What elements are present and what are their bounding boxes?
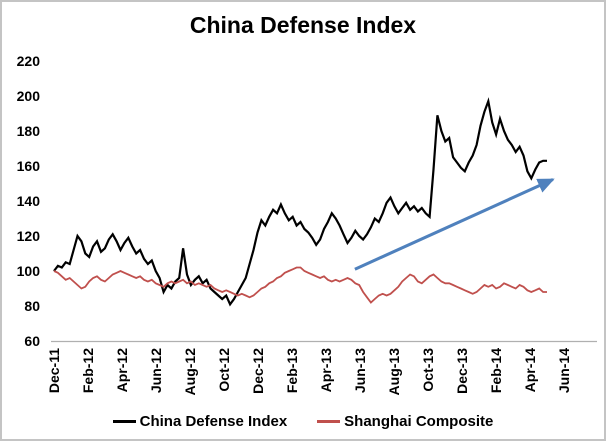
y-tick-label: 180 [17,123,41,139]
x-tick-label: Jun-13 [352,348,368,393]
x-tick-label: Dec-13 [454,348,470,394]
y-tick-label: 140 [17,193,41,209]
series-line-china-defense-index [53,97,547,307]
y-tick-label: 100 [17,263,41,279]
x-tick-label: Feb-12 [80,348,96,393]
x-tick-label: Feb-13 [284,348,300,393]
x-tick-label: Apr-12 [114,348,130,393]
y-tick-label: 200 [17,88,41,104]
legend-label-shanghai-composite: Shanghai Composite [344,413,494,430]
chart-title: China Defense Index [189,12,417,38]
y-tick-label: 220 [17,53,41,69]
x-tick-label: Aug-12 [182,348,198,396]
x-tick-label: Dec-12 [250,348,266,394]
y-tick-label: 160 [17,158,41,174]
x-tick-label: Jun-14 [556,348,572,393]
series-line-shanghai-composite [53,266,547,304]
x-tick-label: Oct-12 [216,348,232,392]
x-tick-label: Apr-13 [318,348,334,393]
x-tick-label: Apr-14 [522,348,538,393]
y-tick-label: 120 [17,228,41,244]
y-tick-label: 60 [24,333,40,349]
legend-line-swatch-shanghai-composite [317,420,341,423]
x-tick-label: Jun-12 [148,348,164,393]
x-tick-label: Dec-11 [46,348,62,393]
x-tick-label: Oct-13 [420,348,436,392]
y-tick-label: 80 [24,298,40,314]
legend-item-china-defense-index: China Defense Index [112,413,288,430]
legend-line-swatch-china-defense-index [112,420,136,423]
legend-label-china-defense-index: China Defense Index [139,413,288,430]
trend-arrow [354,178,555,271]
x-tick-label: Feb-14 [488,348,504,393]
legend-item-shanghai-composite: Shanghai Composite [317,413,493,430]
chart-legend: China Defense Index Shanghai Composite [2,413,604,430]
x-tick-label: Aug-13 [386,348,402,396]
